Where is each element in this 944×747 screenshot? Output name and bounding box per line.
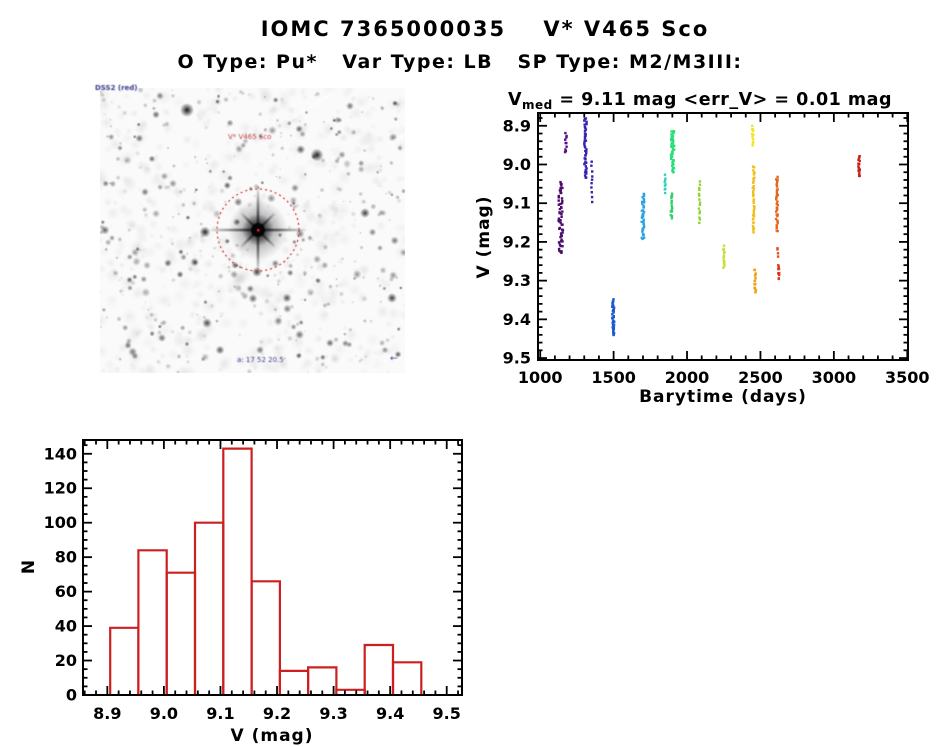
- svg-text:140: 140: [44, 444, 77, 463]
- svg-text:9.3: 9.3: [503, 271, 531, 290]
- svg-text:60: 60: [55, 582, 77, 601]
- svg-text:8.9: 8.9: [503, 116, 531, 135]
- svg-text:100: 100: [44, 513, 77, 532]
- svg-text:9.3: 9.3: [319, 704, 347, 723]
- svg-text:9.2: 9.2: [503, 232, 531, 251]
- svg-text:9.2: 9.2: [263, 704, 291, 723]
- histogram-bars: [109, 447, 423, 695]
- page-subtitle: O Type: Pu* Var Type: LB SP Type: M2/M3I…: [177, 51, 743, 73]
- starfield-image: [100, 88, 405, 373]
- svg-text:9.0: 9.0: [150, 704, 178, 723]
- svg-text:1500: 1500: [591, 368, 636, 387]
- svg-text:3000: 3000: [812, 368, 857, 387]
- svg-text:9.4: 9.4: [376, 704, 404, 723]
- finder-coords-label: a: 17 52 20.5: [237, 356, 284, 364]
- lightcurve-title: Vmed = 9.11 mag <err_V> = 0.01 mag: [508, 90, 892, 112]
- svg-text:120: 120: [44, 479, 77, 498]
- compass-arrow-icon: ←: [390, 354, 398, 364]
- svg-text:80: 80: [55, 548, 77, 567]
- svg-text:9.1: 9.1: [206, 704, 234, 723]
- svg-text:9.4: 9.4: [503, 310, 531, 329]
- svg-text:8.9: 8.9: [93, 704, 121, 723]
- hist-ticks: [83, 440, 462, 696]
- hist-yaxis-label: N: [19, 560, 39, 574]
- hist-xaxis-label: V (mag): [231, 726, 314, 746]
- scatter-xaxis-label: Barytime (days): [639, 387, 807, 407]
- finder-target-label: V* V465 Sco: [228, 133, 272, 141]
- svg-text:9.0: 9.0: [503, 155, 531, 174]
- survey-label: DSS2 (red): [95, 84, 138, 92]
- svg-text:9.1: 9.1: [503, 194, 531, 213]
- svg-text:0: 0: [66, 686, 77, 705]
- finder-chart: DSS2 (red) V* V465 Sco a: 17 52 20.5 ←: [95, 85, 405, 373]
- svg-text:9.5: 9.5: [503, 349, 531, 368]
- svg-text:2000: 2000: [665, 368, 710, 387]
- svg-text:20: 20: [55, 651, 77, 670]
- svg-text:1000: 1000: [518, 368, 563, 387]
- magnitude-histogram: 8.9 9.0 9.1 9.2 9.3 9.4 9.5 0 20 40 60 80 100 120 140 V…: [19, 439, 463, 746]
- svg-text:9.5: 9.5: [433, 704, 461, 723]
- svg-text:40: 40: [55, 617, 77, 636]
- scatter-points: [557, 117, 861, 337]
- lightcurve-plot: Vmed = 9.11 mag <err_V> = 0.01 mag 1000 15…: [474, 90, 930, 407]
- svg-text:2500: 2500: [738, 368, 783, 387]
- page-title: IOMC 7365000035 V* V465 Sco: [260, 17, 710, 41]
- scatter-ticks: [538, 113, 909, 360]
- svg-text:3500: 3500: [885, 368, 930, 387]
- scatter-yaxis-label: V (mag): [474, 196, 494, 279]
